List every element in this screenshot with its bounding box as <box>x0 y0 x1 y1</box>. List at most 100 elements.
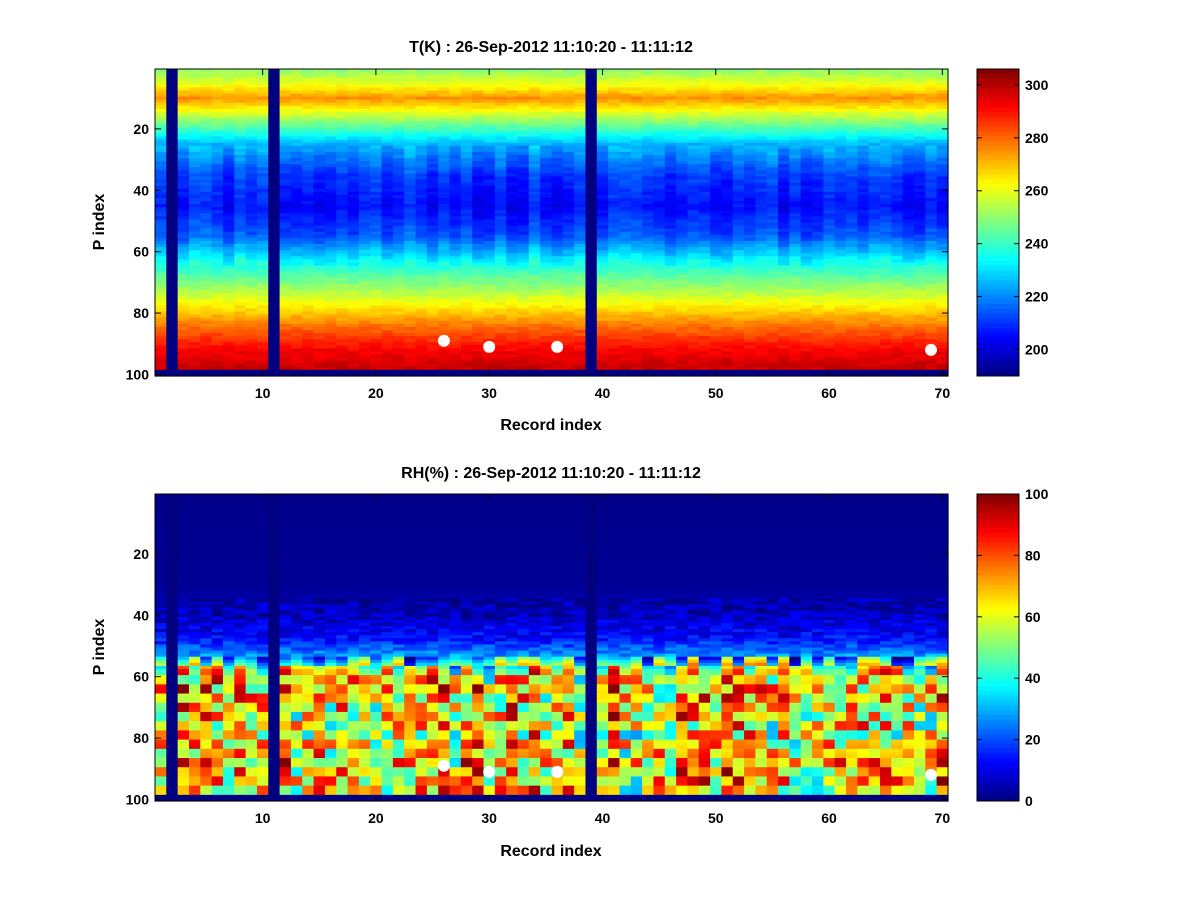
heatmap-cell <box>200 90 213 95</box>
heatmap-cell <box>460 363 473 368</box>
heatmap-cell <box>177 173 190 178</box>
heatmap-cell <box>438 234 451 239</box>
heatmap-cell <box>234 369 247 374</box>
heatmap-cell <box>710 78 723 82</box>
heatmap-cell <box>483 84 496 89</box>
heatmap-cell <box>653 197 666 202</box>
heatmap-cell <box>336 250 349 254</box>
heatmap-cell <box>460 145 473 150</box>
heatmap-cell <box>177 280 190 285</box>
heatmap-cell <box>313 339 326 343</box>
heatmap-cell <box>460 99 473 104</box>
heatmap-cell <box>449 305 462 310</box>
heatmap-cell <box>562 161 575 165</box>
heatmap-cell <box>472 72 485 76</box>
heatmap-cell <box>358 173 371 178</box>
heatmap-cell <box>562 317 575 322</box>
heatmap-cell <box>596 93 609 98</box>
heatmap-cell <box>188 268 201 273</box>
heatmap-cell <box>449 121 462 125</box>
heatmap-cell <box>188 78 201 82</box>
heatmap-cell <box>472 194 485 199</box>
heatmap-cell <box>426 72 439 76</box>
heatmap-cell <box>653 354 666 359</box>
heatmap-cell <box>608 115 621 119</box>
heatmap-cell <box>551 115 564 119</box>
heatmap-cell <box>347 290 360 294</box>
heatmap-cell <box>392 339 405 343</box>
heatmap-cell <box>596 81 609 85</box>
heatmap-cell <box>234 219 247 224</box>
heatmap-cell <box>630 265 643 270</box>
heatmap-cell <box>710 314 723 319</box>
heatmap-cell <box>313 366 326 371</box>
heatmap-cell <box>155 81 167 85</box>
heatmap-cell <box>619 78 632 82</box>
heatmap-cell <box>392 360 405 365</box>
heatmap-cell <box>347 158 360 162</box>
heatmap-cell <box>460 164 473 168</box>
heatmap-cell <box>268 256 281 260</box>
heatmap-cell <box>155 222 167 227</box>
heatmap-cell <box>222 133 235 138</box>
heatmap-cell <box>370 253 383 257</box>
heatmap-cell <box>710 262 723 267</box>
heatmap-cell <box>336 197 349 202</box>
heatmap-cell <box>687 360 700 365</box>
heatmap-cell <box>460 170 473 174</box>
heatmap-cell <box>676 108 689 113</box>
heatmap-cell <box>404 317 417 322</box>
heatmap-cell <box>630 280 643 285</box>
heatmap-cell <box>268 240 281 245</box>
heatmap-cell <box>551 250 564 254</box>
heatmap-cell <box>551 225 564 230</box>
heatmap-cell <box>404 293 417 297</box>
heatmap-cell <box>415 259 428 264</box>
heatmap-cell <box>596 265 609 270</box>
heatmap-cell <box>608 302 621 306</box>
heatmap-cell <box>392 69 405 73</box>
heatmap-cell <box>619 164 632 168</box>
heatmap-cell <box>608 311 621 316</box>
heatmap-cell <box>608 329 621 334</box>
heatmap-cell <box>313 145 326 150</box>
heatmap-cell <box>574 130 587 135</box>
heatmap-cell <box>528 240 541 245</box>
heatmap-cell <box>460 305 473 310</box>
heatmap-cell <box>392 259 405 264</box>
heatmap-cell <box>188 154 201 159</box>
heatmap-cell <box>506 176 519 181</box>
heatmap-cell <box>155 201 167 205</box>
heatmap-cell <box>279 369 292 374</box>
heatmap-cell <box>664 333 677 337</box>
heatmap-cell <box>483 274 496 279</box>
heatmap-cell <box>562 204 575 208</box>
heatmap-cell <box>619 158 632 162</box>
heatmap-cell <box>664 204 677 208</box>
heatmap-cell <box>562 231 575 236</box>
heatmap-cell <box>290 151 303 156</box>
heatmap-cell <box>279 167 292 171</box>
heatmap-cell <box>392 213 405 217</box>
heatmap-cell <box>460 333 473 337</box>
heatmap-cell <box>460 81 473 85</box>
heatmap-cell <box>188 329 201 334</box>
heatmap-cell <box>664 302 677 306</box>
heatmap-cell <box>574 201 587 205</box>
heatmap-cell <box>336 201 349 205</box>
heatmap-cell <box>290 142 303 147</box>
heatmap-cell <box>256 317 269 322</box>
heatmap-cell <box>528 105 541 110</box>
heatmap-cell <box>392 283 405 288</box>
heatmap-cell <box>426 173 439 178</box>
heatmap-cell <box>608 93 621 98</box>
heatmap-cell <box>460 296 473 300</box>
heatmap-cell <box>664 259 677 264</box>
heatmap-cell <box>336 231 349 236</box>
heatmap-cell <box>222 222 235 227</box>
heatmap-cell <box>302 265 315 270</box>
heatmap-cell <box>313 354 326 359</box>
heatmap-cell <box>449 170 462 174</box>
heatmap-cell <box>381 130 394 135</box>
heatmap-cell <box>551 213 564 217</box>
